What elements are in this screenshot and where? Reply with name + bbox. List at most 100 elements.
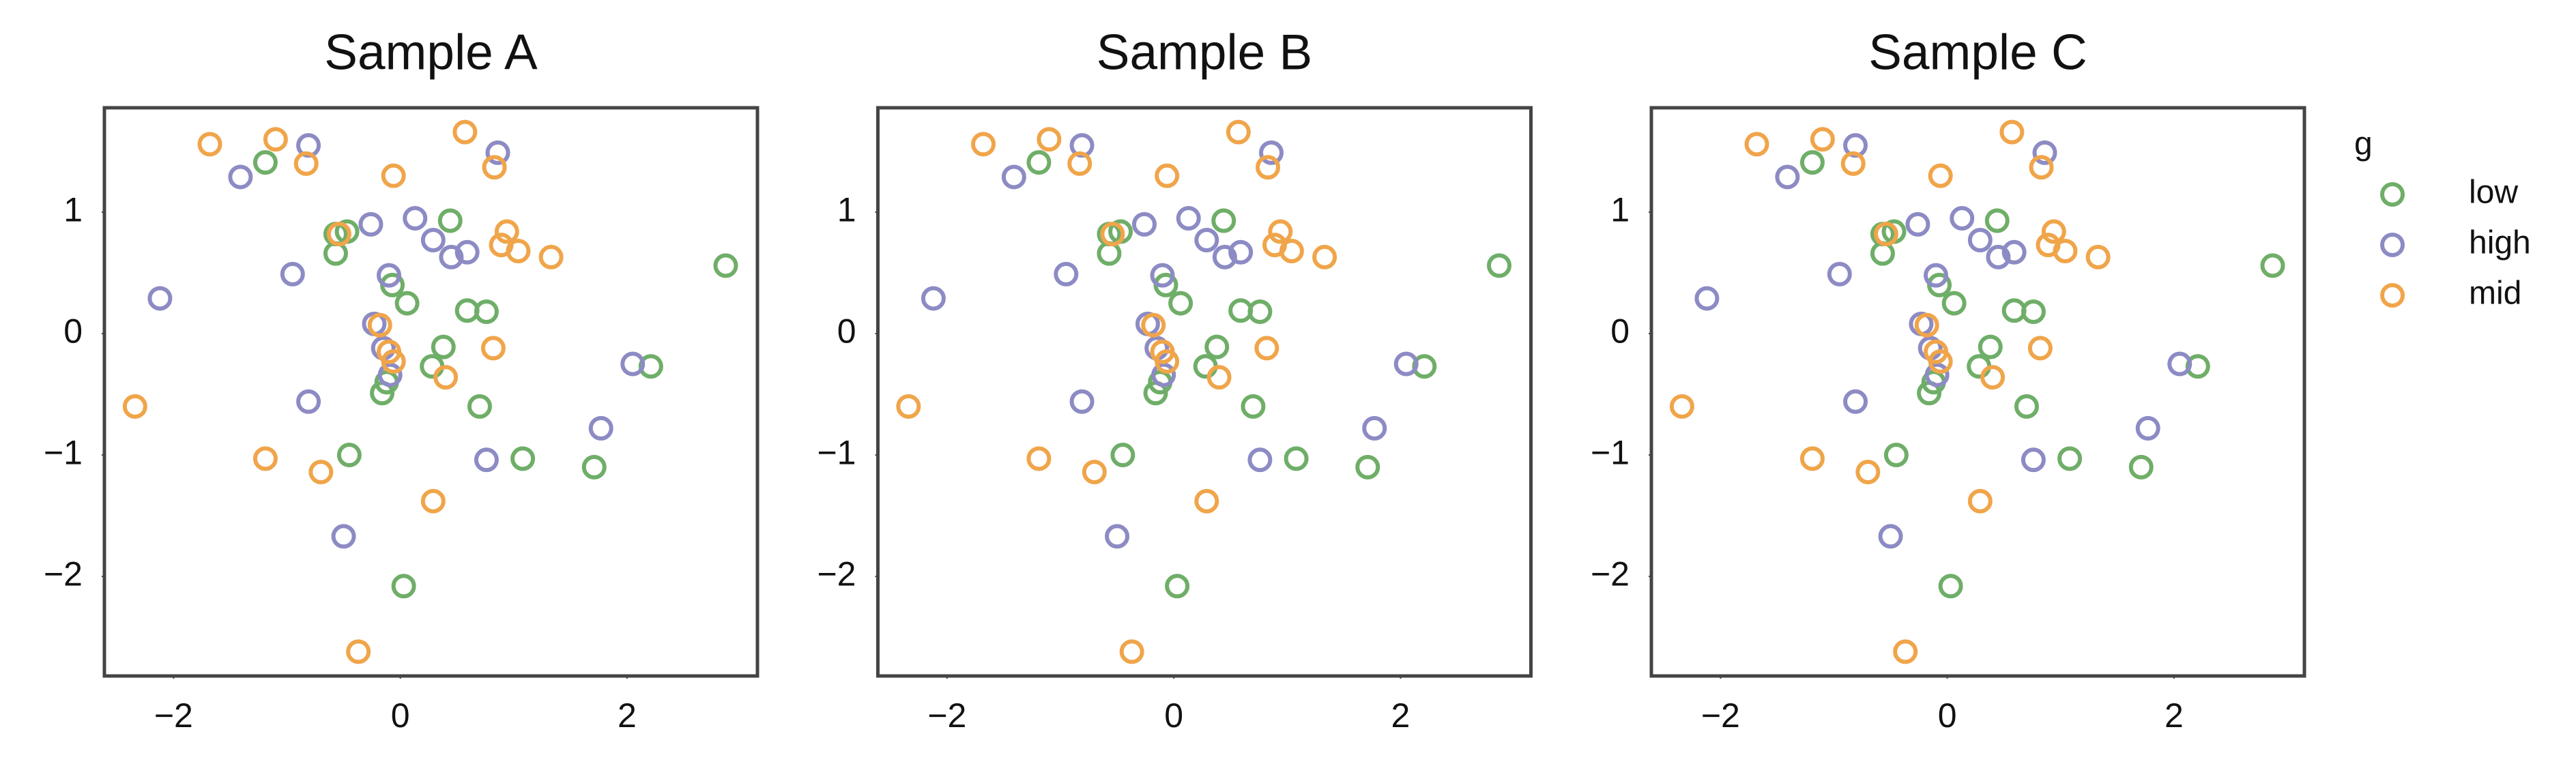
point — [433, 365, 459, 390]
legend-title: g — [2354, 126, 2373, 162]
x-tick-label: 2 — [2165, 696, 2184, 735]
point — [1069, 389, 1095, 414]
point — [1355, 454, 1380, 480]
point — [620, 351, 646, 377]
point — [2029, 155, 2054, 180]
point — [1204, 334, 1230, 359]
point — [420, 228, 446, 253]
point — [1165, 574, 1190, 599]
point — [1905, 211, 1930, 237]
point — [1067, 151, 1092, 176]
point — [1984, 208, 2010, 233]
point — [1194, 228, 1219, 253]
point — [1228, 239, 1254, 265]
point — [1226, 119, 1251, 145]
point — [1840, 151, 1866, 176]
point — [1193, 354, 1218, 379]
point — [1924, 263, 1949, 288]
point — [381, 163, 406, 188]
point — [2085, 244, 2111, 269]
y-tick-label: 1 — [837, 190, 856, 229]
legend-label: low — [2469, 175, 2518, 211]
point — [1775, 164, 1800, 190]
point — [308, 459, 334, 484]
point — [1247, 299, 1273, 325]
point — [2021, 447, 2046, 473]
point — [1119, 639, 1144, 664]
point — [474, 447, 499, 473]
point — [252, 150, 278, 175]
point — [588, 415, 613, 441]
point — [1312, 244, 1337, 269]
point — [1967, 488, 1993, 514]
point — [1999, 119, 2025, 145]
point — [367, 312, 392, 338]
point — [506, 239, 531, 264]
point — [1810, 127, 1835, 152]
legend-marker — [2380, 283, 2405, 308]
point — [2057, 446, 2083, 471]
point — [1980, 365, 2006, 390]
point — [454, 239, 480, 265]
legend-label: mid — [2469, 276, 2521, 312]
point — [1026, 150, 1052, 175]
point — [1362, 415, 1387, 441]
y-tick-label: 0 — [63, 312, 83, 350]
point — [2014, 394, 2039, 419]
panel-title: Sample A — [324, 25, 538, 80]
point — [296, 389, 321, 414]
point — [1873, 222, 1898, 247]
point — [1268, 219, 1293, 244]
point — [1155, 349, 1180, 374]
point — [2032, 140, 2057, 165]
point — [293, 151, 319, 176]
point — [2135, 415, 2160, 441]
y-tick-label: −2 — [44, 555, 83, 593]
point — [1100, 222, 1125, 247]
point — [263, 127, 288, 152]
point — [1241, 394, 1266, 419]
point — [377, 362, 403, 387]
point — [713, 253, 738, 278]
panel-title: Sample B — [1097, 25, 1313, 80]
point — [252, 446, 278, 471]
point — [1212, 244, 1237, 269]
point — [1150, 263, 1175, 288]
point — [2128, 454, 2154, 480]
x-tick-label: −2 — [154, 696, 193, 735]
point — [377, 263, 402, 288]
point — [1082, 459, 1107, 484]
y-tick-label: 0 — [1610, 312, 1630, 350]
point — [482, 155, 507, 180]
point — [2260, 253, 2285, 278]
y-tick-label: 1 — [1610, 190, 1630, 229]
point — [1694, 286, 1720, 311]
point — [1141, 312, 1166, 338]
y-tick-label: −1 — [44, 433, 83, 471]
point — [1928, 349, 1953, 374]
y-tick-label: −2 — [817, 555, 856, 593]
point — [1254, 336, 1279, 361]
y-tick-label: −1 — [1591, 433, 1630, 471]
legend-marker — [2380, 182, 2405, 207]
point — [1827, 261, 1852, 286]
point — [1037, 127, 1062, 152]
y-tick-label: −1 — [817, 433, 856, 471]
y-tick-label: 1 — [63, 190, 83, 229]
point — [197, 132, 222, 157]
point — [1967, 354, 1992, 379]
point — [1799, 150, 1825, 175]
x-tick-label: 2 — [1391, 696, 1410, 735]
point — [394, 291, 420, 316]
point — [2041, 219, 2066, 244]
point — [1194, 488, 1219, 514]
point — [452, 119, 478, 145]
point — [480, 336, 506, 361]
point — [474, 299, 499, 325]
point — [1279, 239, 1304, 264]
x-tick-label: 2 — [618, 696, 637, 735]
point — [1151, 362, 1176, 387]
point — [1941, 291, 1967, 316]
point — [1799, 446, 1825, 471]
